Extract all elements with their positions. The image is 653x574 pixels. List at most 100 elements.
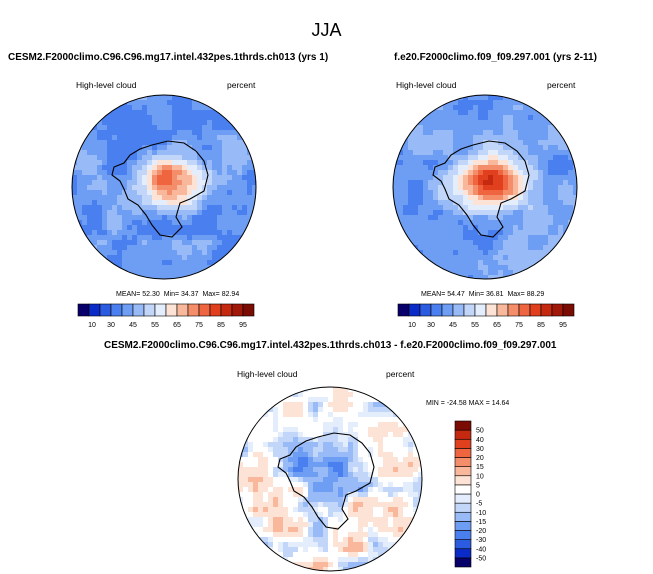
panel-3-colorbar-tick-label: -40	[476, 546, 486, 553]
panel-2-map-cell	[483, 130, 489, 136]
panel-2-map-cell	[513, 165, 519, 171]
panel-1-map-cell	[87, 245, 93, 251]
panel-1-map-cell	[72, 180, 78, 186]
panel-2-map-cell	[553, 150, 559, 156]
panel-2-map-cell	[538, 240, 544, 246]
panel-3-map-cell	[353, 412, 359, 418]
panel-1-map-cell	[167, 190, 173, 196]
panel-2-map-cell	[428, 115, 434, 121]
panel-2-map-cell	[463, 265, 469, 271]
panel-1-map-cell	[192, 165, 198, 171]
panel-3-map-cell	[343, 472, 349, 478]
panel-1-map-cell	[182, 235, 188, 241]
panel-3-map-cell	[393, 437, 399, 443]
panel-3-colorbar-tick-label: 30	[476, 446, 484, 453]
panel-3-map-cell	[308, 417, 314, 423]
panel-3-map-cell	[278, 542, 284, 548]
panel-3-map-cell	[283, 467, 289, 473]
panel-3-map-cell	[413, 502, 419, 508]
panel-2-map-cell	[458, 150, 464, 156]
panel-3-map-cell	[338, 482, 344, 488]
panel-1-map-cell	[137, 220, 143, 226]
panel-2-map-cell	[523, 165, 529, 171]
panel-2-map-cell	[528, 120, 534, 126]
panel-2-map-cell	[493, 215, 499, 221]
panel-3-map-cell	[373, 392, 379, 398]
panel-1-map-cell	[137, 155, 143, 161]
panel-3-map-cell	[373, 427, 379, 433]
panel-1-map-cell	[132, 205, 138, 211]
panel-3-map-cell	[298, 547, 304, 553]
panel-1-map-cell	[247, 195, 253, 201]
panel-3-map-cell	[293, 497, 299, 503]
panel-2-map-cell	[553, 160, 559, 166]
panel-2-map-cell	[428, 245, 434, 251]
panel-1-map-cell	[192, 105, 198, 111]
panel-2-map-cell	[433, 260, 439, 266]
panel-3-map-cell	[343, 522, 349, 528]
panel-1-map-cell	[157, 105, 163, 111]
panel-3-map-cell	[298, 522, 304, 528]
panel-1-map-cell	[77, 150, 83, 156]
panel-2-map-cell	[438, 155, 444, 161]
panel-2-map-cell	[553, 135, 559, 141]
panel-3-colorbar-swatch	[454, 429, 472, 440]
panel-1-map-cell	[202, 215, 208, 221]
panel-2-map-cell	[493, 185, 499, 191]
panel-3-map-cell	[323, 447, 329, 453]
panel-2-map-cell	[538, 120, 544, 126]
panel-2-map-cell	[513, 215, 519, 221]
panel-1-map-cell	[217, 175, 223, 181]
panel-1-map-cell	[147, 210, 153, 216]
panel-1-map-cell	[162, 210, 168, 216]
panel-1-map-cell	[142, 215, 148, 221]
panel-1-map-cell	[142, 190, 148, 196]
panel-2-map-cell	[523, 120, 529, 126]
panel-2-map-cell	[473, 215, 479, 221]
panel-2-map-cell	[528, 225, 534, 231]
panel-1-map-cell	[157, 170, 163, 176]
panel-3-map-cell	[358, 462, 364, 468]
panel-3-map-cell	[328, 512, 334, 518]
panel-2-map-cell	[468, 185, 474, 191]
panel-1-map-cell	[107, 235, 113, 241]
panel-3-map-cell	[323, 547, 329, 553]
panel-3-map-cell	[403, 442, 409, 448]
panel-3-map-cell	[318, 397, 324, 403]
panel-2-map-cell	[448, 220, 454, 226]
panel-3-map-cell	[313, 392, 319, 398]
panel-3-map-cell	[378, 452, 384, 458]
panel-2-map-cell	[538, 180, 544, 186]
panel-2-map-cell	[513, 205, 519, 211]
panel-2-map-cell	[408, 150, 414, 156]
panel-1-map-cell	[177, 170, 183, 176]
panel-3-map-cell	[303, 457, 309, 463]
panel-2-map-cell	[563, 225, 569, 231]
panel-3-map-cell	[333, 497, 339, 503]
panel-2-map-cell	[508, 165, 514, 171]
panel-2-map-cell	[498, 250, 504, 256]
panel-3-map-cell	[293, 422, 299, 428]
panel-3-map-cell	[278, 462, 284, 468]
panel-2-map-cell	[543, 190, 549, 196]
panel-3-map-cell	[328, 502, 334, 508]
panel-1-map-cell	[117, 135, 123, 141]
panel-1-colorbar-tick-label: 10	[88, 322, 96, 329]
panel-2-map-cell	[498, 125, 504, 131]
panel-3-map-cell	[388, 467, 394, 473]
panel-2-map-cell	[433, 145, 439, 151]
panel-2-map-cell	[558, 225, 564, 231]
panel-2-map-cell	[553, 235, 559, 241]
panel-2-map-cell	[498, 175, 504, 181]
panel-1-map-cell	[157, 180, 163, 186]
panel-1-map-cell	[82, 225, 88, 231]
panel-2-map-cell	[423, 240, 429, 246]
panel-3-map-cell	[263, 412, 269, 418]
panel-3-map-cell	[258, 527, 264, 533]
panel-2-map-cell	[523, 115, 529, 121]
panel-2-map-cell	[418, 160, 424, 166]
panel-2-map-cell	[438, 165, 444, 171]
panel-2-colorbar-swatch	[496, 303, 509, 317]
panel-3-map-cell	[363, 547, 369, 553]
panel-1-map-cell	[167, 180, 173, 186]
